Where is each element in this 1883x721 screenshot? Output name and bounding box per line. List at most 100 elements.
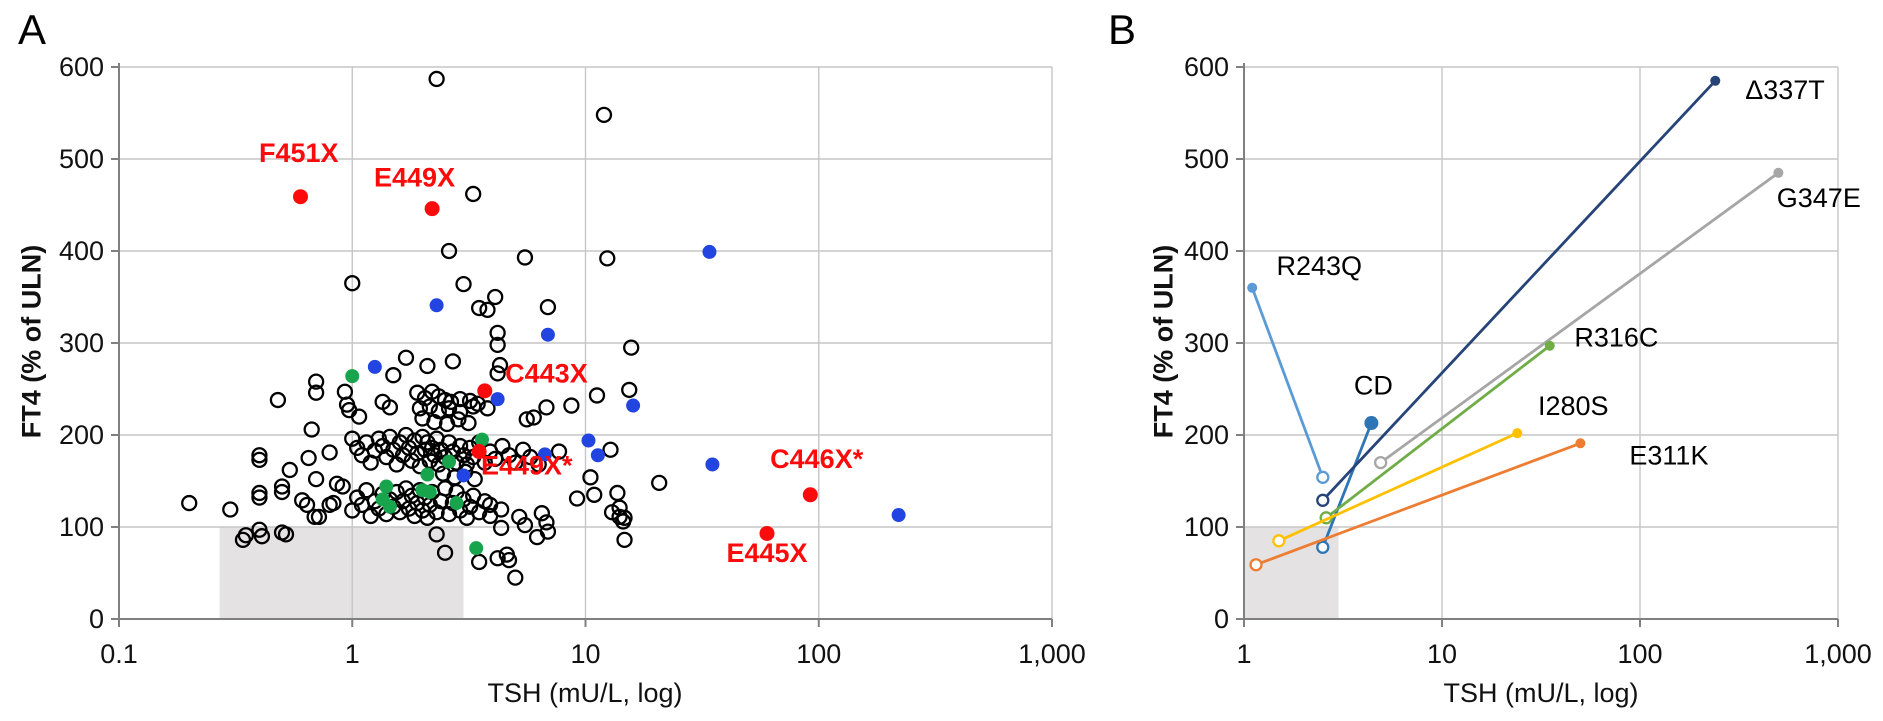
data-point-open — [616, 509, 633, 526]
series-label: I280S — [1538, 391, 1609, 421]
y-tick-label: 400 — [1184, 236, 1229, 266]
data-point-open — [471, 299, 488, 317]
data-point-open — [222, 501, 239, 518]
point-label: E449X — [374, 163, 455, 193]
point-label: C446X* — [770, 444, 864, 474]
data-point-open — [440, 505, 458, 523]
series-E311K: E311K — [1249, 438, 1708, 572]
data-point-filled — [1544, 340, 1555, 351]
data-point-open — [307, 373, 325, 390]
data-point-open — [350, 408, 368, 425]
data-point-open — [471, 553, 488, 571]
data-point-open — [310, 508, 328, 526]
data-point-open — [325, 494, 342, 512]
data-point-open — [1316, 493, 1330, 507]
data-point-open — [251, 451, 268, 468]
data-point-open — [1316, 470, 1330, 484]
data-point-open — [479, 400, 496, 417]
data-point-open — [451, 403, 469, 421]
data-point-open — [518, 411, 535, 428]
connector-line — [1255, 441, 1581, 567]
data-point-open — [586, 486, 603, 503]
y-tick-label: 0 — [1214, 604, 1229, 634]
data-point-open — [440, 434, 458, 451]
data-point-open — [493, 519, 510, 537]
series-blue-variants — [367, 244, 906, 523]
series-label: R316C — [1574, 323, 1658, 353]
connector-line — [1379, 171, 1780, 464]
series-I280S: I280S — [1272, 391, 1609, 548]
data-point-open — [294, 492, 311, 509]
series-red-truncating-variants: F451X E449X C443X E449X* C446X* E445X — [259, 138, 864, 568]
x-tick-label: 10 — [570, 639, 600, 669]
x-tick-label: 100 — [1617, 639, 1662, 669]
data-point-filled — [429, 298, 444, 313]
series-label: CD — [1354, 371, 1393, 401]
y-tick-label: 300 — [59, 328, 104, 358]
data-point-open — [300, 449, 317, 467]
y-tick-label: 400 — [59, 236, 104, 266]
data-point-open — [533, 505, 551, 522]
x-tick-label: 10 — [1427, 639, 1457, 669]
data-point-filled — [471, 444, 487, 460]
x-tick-label: 1,000 — [1018, 639, 1086, 669]
data-point-open — [599, 250, 616, 267]
data-point-filled — [1364, 416, 1379, 431]
data-point-open — [344, 275, 361, 292]
data-point-filled — [590, 448, 605, 463]
data-point-filled — [293, 189, 309, 205]
data-point-open — [381, 399, 399, 416]
y-tick-label: 300 — [1184, 328, 1229, 358]
data-point-open — [307, 384, 325, 401]
data-point-open — [1374, 455, 1388, 470]
data-point-open — [273, 478, 291, 495]
data-point-open — [307, 471, 325, 488]
x-tick-label: 100 — [796, 639, 841, 669]
data-point-open — [455, 275, 472, 293]
data-point-open — [460, 414, 477, 432]
data-point-filled — [477, 383, 493, 399]
series-D337T: Δ337T — [1316, 75, 1825, 507]
data-point-filled — [367, 359, 382, 374]
data-point-open — [334, 478, 351, 495]
connector-line — [1278, 431, 1518, 543]
y-tick-label: 600 — [1184, 52, 1229, 82]
data-point-open — [500, 551, 518, 569]
data-point-open — [303, 421, 320, 438]
data-point-open — [563, 397, 580, 414]
data-point-filled — [379, 479, 394, 494]
data-point-open — [489, 336, 506, 353]
data-point-filled — [1710, 75, 1721, 86]
data-point-open — [423, 439, 441, 457]
data-point-open — [428, 526, 445, 543]
data-point-filled — [490, 392, 505, 407]
data-point-open — [251, 447, 268, 464]
data-point-filled — [415, 483, 430, 498]
y-tick-label: 200 — [59, 420, 104, 450]
point-label: E445X — [726, 538, 807, 568]
data-point-open — [385, 367, 402, 384]
data-point-filled — [1247, 282, 1258, 293]
data-point-open — [440, 242, 458, 260]
panel-a-letter: A — [18, 6, 47, 53]
data-point-filled — [802, 487, 818, 503]
y-tick-label: 100 — [59, 512, 104, 542]
data-point-filled — [702, 244, 717, 259]
series-R243Q: R243Q — [1247, 251, 1362, 484]
data-point-open — [444, 353, 462, 370]
data-point-open — [602, 441, 619, 458]
data-point-open — [588, 387, 606, 404]
data-point-open — [419, 357, 436, 375]
series-label: Δ337T — [1745, 75, 1825, 105]
data-point-filled — [705, 457, 720, 472]
data-point-filled — [449, 496, 464, 511]
data-point-open — [516, 249, 534, 266]
y-tick-label: 0 — [89, 604, 104, 634]
y-tick-label: 100 — [1184, 512, 1229, 542]
series-label: E311K — [1629, 440, 1708, 470]
data-point-filled — [1512, 428, 1523, 439]
data-point-filled — [424, 201, 440, 217]
x-tick-label: 0.1 — [100, 639, 138, 669]
data-point-filled — [456, 468, 471, 483]
